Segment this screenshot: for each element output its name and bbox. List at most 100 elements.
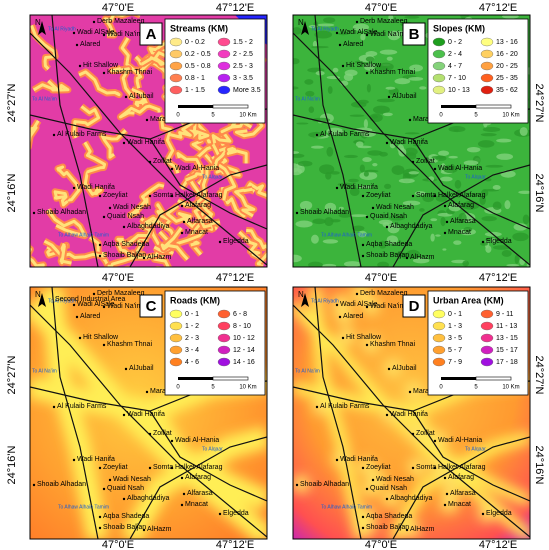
legend-label: 9 - 11 bbox=[496, 311, 513, 318]
stream bbox=[30, 245, 45, 267]
longitude-label: 47°12'E bbox=[216, 539, 254, 550]
place-label: Wadi Nesah bbox=[113, 476, 151, 483]
place-label: Al Kulaib Farms bbox=[320, 131, 370, 138]
place-label: Somta bbox=[416, 464, 436, 471]
place-label: Derb Mazaleeg bbox=[360, 290, 408, 297]
place-dot bbox=[124, 367, 128, 371]
place-label: Wadi AlSale bbox=[77, 29, 115, 36]
slope-patch bbox=[463, 226, 473, 232]
slope-patch bbox=[337, 32, 349, 36]
place-label: Hit Shallow bbox=[346, 334, 382, 341]
place-label: Wadi Na'im bbox=[107, 31, 142, 38]
slope-patch bbox=[372, 162, 378, 167]
road-label: To Alhaw Alhain Tamim bbox=[58, 504, 109, 510]
place-label: Alared bbox=[343, 41, 363, 48]
stream bbox=[158, 115, 180, 174]
legend-label: 7 - 10 bbox=[448, 75, 466, 82]
place-dot bbox=[365, 71, 369, 75]
legend-swatch bbox=[169, 73, 183, 83]
legend-title: Roads (KM) bbox=[170, 295, 220, 305]
place-label: Zoeyliat bbox=[103, 192, 128, 199]
panel-letter-box bbox=[402, 22, 426, 46]
slope-patch bbox=[462, 260, 470, 267]
place-dot bbox=[122, 141, 126, 145]
slope-patch bbox=[402, 200, 421, 206]
place-dot bbox=[182, 220, 186, 224]
legend-label: 10 - 12 bbox=[233, 335, 255, 342]
place-dot bbox=[92, 20, 96, 24]
legend-label: 2 - 4 bbox=[448, 51, 462, 58]
slope-patch bbox=[295, 220, 313, 228]
legend-swatch bbox=[480, 73, 494, 83]
place-dot bbox=[32, 483, 36, 487]
legend-label: 13 - 16 bbox=[496, 39, 518, 46]
place-dot bbox=[170, 194, 174, 198]
slope-patch bbox=[453, 240, 462, 245]
slope-patch bbox=[337, 182, 355, 187]
slope-patch bbox=[332, 67, 339, 73]
slope-patch bbox=[404, 15, 420, 19]
legend-label: 20 - 25 bbox=[496, 63, 518, 70]
place-label: Alfarasa bbox=[450, 218, 476, 225]
road-label: To Alhaw Alhain Tamim bbox=[321, 504, 372, 510]
latitude-label: 24°16'N bbox=[6, 445, 18, 484]
place-label: Wadi Hanifa bbox=[77, 456, 115, 463]
slope-patch bbox=[297, 160, 313, 167]
legend-swatch bbox=[169, 309, 183, 319]
slope-patch bbox=[409, 64, 423, 72]
scale-bar bbox=[441, 105, 476, 108]
legend-label: 0 - 1 bbox=[185, 311, 199, 318]
slope-patch bbox=[293, 151, 300, 154]
slope-patch bbox=[466, 146, 481, 153]
place-label: Zoillat bbox=[416, 430, 435, 437]
road-label: To Alqaar bbox=[202, 174, 223, 180]
slope-patch bbox=[391, 165, 405, 175]
longitude-label: 47°0'E bbox=[102, 272, 134, 284]
place-label: Wadi Nesah bbox=[376, 204, 414, 211]
place-label: Wadi Hanifa bbox=[390, 139, 428, 146]
slope-patch bbox=[492, 201, 502, 210]
legend-label: 14 - 16 bbox=[233, 359, 255, 366]
place-dot bbox=[124, 95, 128, 99]
legend-swatch bbox=[432, 345, 446, 355]
slope-patch bbox=[404, 132, 420, 135]
road-line bbox=[149, 138, 267, 230]
slope-patch bbox=[514, 254, 520, 264]
panel-letter: D bbox=[409, 298, 420, 315]
place-dot bbox=[102, 305, 106, 309]
place-label: Wadi Al-Hania bbox=[175, 165, 219, 172]
place-dot bbox=[411, 194, 415, 198]
road-label: To Alhaw Alhain Tamim bbox=[58, 232, 109, 238]
slope-patch bbox=[305, 90, 315, 97]
road-line bbox=[51, 287, 99, 539]
urban-zone bbox=[478, 504, 496, 522]
place-dot bbox=[361, 466, 365, 470]
slope-patch bbox=[357, 145, 372, 149]
place-dot bbox=[145, 118, 149, 122]
place-dot bbox=[72, 186, 76, 190]
slope-patch bbox=[387, 30, 401, 41]
place-dot bbox=[338, 315, 342, 319]
place-dot bbox=[102, 215, 106, 219]
legend-swatch bbox=[432, 333, 446, 343]
place-label: Khashm Thnai bbox=[107, 341, 152, 348]
legend-title: Slopes (KM) bbox=[433, 23, 485, 33]
slope-patch bbox=[392, 252, 408, 255]
urban-zone bbox=[382, 405, 400, 423]
stream bbox=[56, 165, 81, 202]
slope-patch bbox=[293, 153, 305, 158]
urban-zone bbox=[362, 479, 380, 497]
road-label: To Al Riyadh bbox=[311, 298, 339, 304]
scale-label: 10 Km bbox=[502, 385, 519, 391]
slope-patch bbox=[293, 254, 302, 263]
urban-zone bbox=[382, 489, 400, 507]
place-label: Maragha bbox=[413, 388, 441, 395]
stream bbox=[156, 203, 172, 231]
map-raster bbox=[293, 15, 530, 267]
scale-label: 5 bbox=[474, 385, 478, 391]
slope-patch bbox=[324, 217, 334, 227]
place-dot bbox=[295, 483, 299, 487]
stream bbox=[110, 66, 135, 100]
scale-label: 0 bbox=[439, 385, 443, 391]
slope-patch bbox=[376, 98, 395, 103]
